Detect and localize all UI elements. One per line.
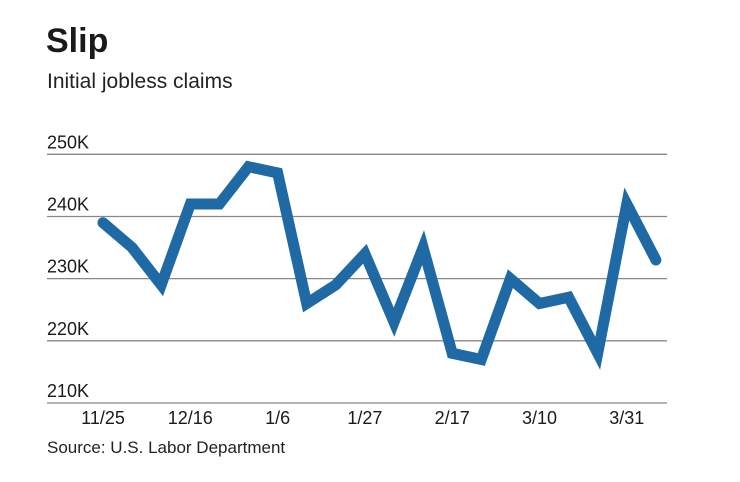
x-tick-label: 1/27 [347,408,382,428]
x-tick-label: 3/31 [609,408,644,428]
x-tick-label: 2/17 [435,408,470,428]
x-tick-label: 12/16 [168,408,213,428]
x-tick-label: 3/10 [522,408,557,428]
y-tick-label: 240K [47,194,89,214]
x-tick-label: 11/25 [81,408,125,428]
y-tick-label: 250K [47,132,89,152]
chart-title: Slip [46,22,109,60]
chart-subtitle: Initial jobless claims [47,70,233,93]
y-tick-label: 220K [47,319,89,339]
series-line [97,160,662,370]
source-note: Source: U.S. Labor Department [47,438,286,457]
y-tick-label: 210K [47,381,89,401]
x-tick-label: 1/6 [265,408,290,428]
y-tick-label: 230K [47,257,89,277]
